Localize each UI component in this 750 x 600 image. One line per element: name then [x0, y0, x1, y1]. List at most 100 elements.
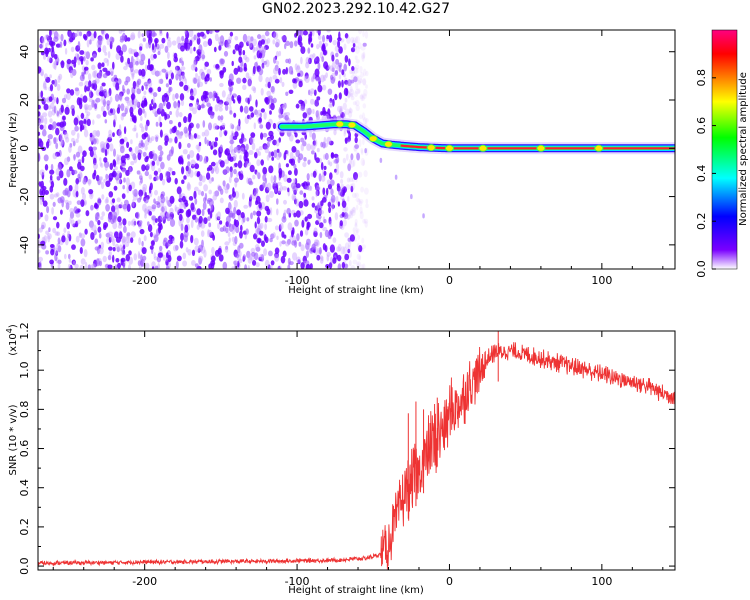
noise-speckle — [187, 143, 191, 148]
noise-speckle — [364, 187, 369, 195]
noise-speckle — [274, 67, 279, 72]
noise-speckle — [249, 194, 253, 200]
noise-speckle — [206, 68, 212, 75]
noise-speckle — [179, 93, 185, 101]
noise-speckle — [356, 261, 362, 268]
noise-speckle — [189, 150, 195, 158]
noise-speckle — [236, 77, 242, 84]
noise-speckle — [264, 97, 269, 103]
noise-speckle — [61, 139, 65, 148]
noise-speckle — [121, 193, 126, 200]
noise-speckle — [236, 145, 241, 154]
noise-speckle — [313, 227, 318, 233]
noise-speckle — [331, 202, 334, 211]
noise-speckle — [114, 166, 118, 171]
noise-speckle — [101, 30, 105, 35]
noise-speckle — [247, 80, 252, 87]
noise-speckle — [91, 99, 95, 108]
noise-speckle — [86, 86, 90, 92]
noise-speckle — [200, 230, 205, 238]
noise-speckle — [188, 131, 192, 140]
noise-speckle — [293, 163, 297, 170]
noise-speckle — [165, 196, 169, 203]
noise-speckle — [65, 202, 70, 211]
noise-speckle — [38, 119, 41, 127]
noise-speckle — [123, 126, 127, 135]
noise-speckle — [212, 234, 216, 241]
noise-speckle — [294, 167, 298, 176]
noise-speckle — [176, 36, 181, 45]
noise-speckle — [91, 224, 97, 232]
noise-speckle — [283, 152, 287, 161]
noise-speckle — [321, 56, 325, 63]
noise-speckle — [95, 258, 100, 267]
noise-speckle — [270, 233, 275, 239]
noise-speckle — [128, 147, 133, 152]
noise-speckle — [272, 181, 277, 187]
noise-speckle — [68, 185, 73, 192]
noise-speckle — [276, 154, 281, 161]
noise-speckle — [289, 41, 294, 49]
noise-speckle — [245, 228, 249, 235]
noise-speckle — [210, 260, 216, 266]
noise-speckle — [230, 81, 234, 86]
noise-speckle — [359, 206, 363, 214]
noise-speckle — [207, 216, 211, 222]
noise-speckle — [161, 94, 166, 103]
noise-speckle — [154, 265, 159, 269]
noise-speckle — [165, 170, 170, 179]
noise-speckle — [233, 206, 237, 215]
noise-speckle — [311, 202, 316, 208]
noise-speckle — [60, 33, 64, 42]
noise-speckle — [269, 191, 274, 198]
noise-speckle — [120, 247, 125, 252]
noise-speckle — [259, 253, 264, 260]
noise-speckle — [328, 216, 332, 225]
noise-speckle — [249, 42, 254, 51]
noise-speckle — [355, 175, 358, 183]
noise-speckle — [108, 191, 114, 198]
noise-speckle — [289, 67, 292, 76]
noise-speckle — [278, 113, 282, 120]
noise-speckle — [313, 230, 318, 238]
noise-speckle — [42, 129, 47, 137]
noise-speckle — [79, 264, 84, 269]
noise-speckle — [183, 204, 186, 210]
noise-speckle — [84, 107, 88, 114]
spectrogram-y-axis-label: Frequency (Hz) — [8, 112, 19, 188]
noise-speckle — [196, 171, 201, 177]
noise-speckle — [63, 227, 67, 233]
noise-speckle — [44, 86, 48, 91]
noise-speckle — [105, 196, 109, 203]
noise-speckle — [350, 79, 355, 84]
noise-speckle — [329, 98, 333, 103]
noise-speckle — [315, 116, 321, 121]
noise-speckle — [43, 97, 49, 103]
noise-speckle — [278, 114, 284, 119]
noise-speckle — [237, 160, 243, 169]
noise-speckle — [118, 172, 122, 179]
noise-speckle — [213, 165, 217, 172]
noise-speckle — [61, 137, 64, 145]
noise-speckle — [216, 216, 221, 221]
noise-speckle — [291, 146, 297, 153]
noise-speckle — [118, 244, 123, 251]
noise-speckle — [138, 264, 142, 269]
noise-speckle — [326, 136, 332, 145]
noise-speckle — [326, 251, 331, 257]
noise-speckle — [335, 195, 339, 204]
noise-speckle — [344, 242, 350, 249]
noise-speckle — [151, 261, 156, 268]
mirror-tail-point — [364, 148, 367, 154]
noise-speckle — [279, 77, 283, 84]
noise-speckle — [109, 96, 113, 103]
noise-speckle — [196, 134, 201, 140]
noise-speckle — [153, 252, 156, 259]
noise-speckle — [83, 249, 88, 258]
noise-speckle — [268, 130, 274, 137]
noise-speckle — [274, 225, 280, 231]
noise-speckle — [274, 78, 280, 84]
noise-speckle — [215, 63, 220, 69]
noise-speckle — [115, 82, 120, 91]
noise-speckle — [218, 107, 223, 112]
